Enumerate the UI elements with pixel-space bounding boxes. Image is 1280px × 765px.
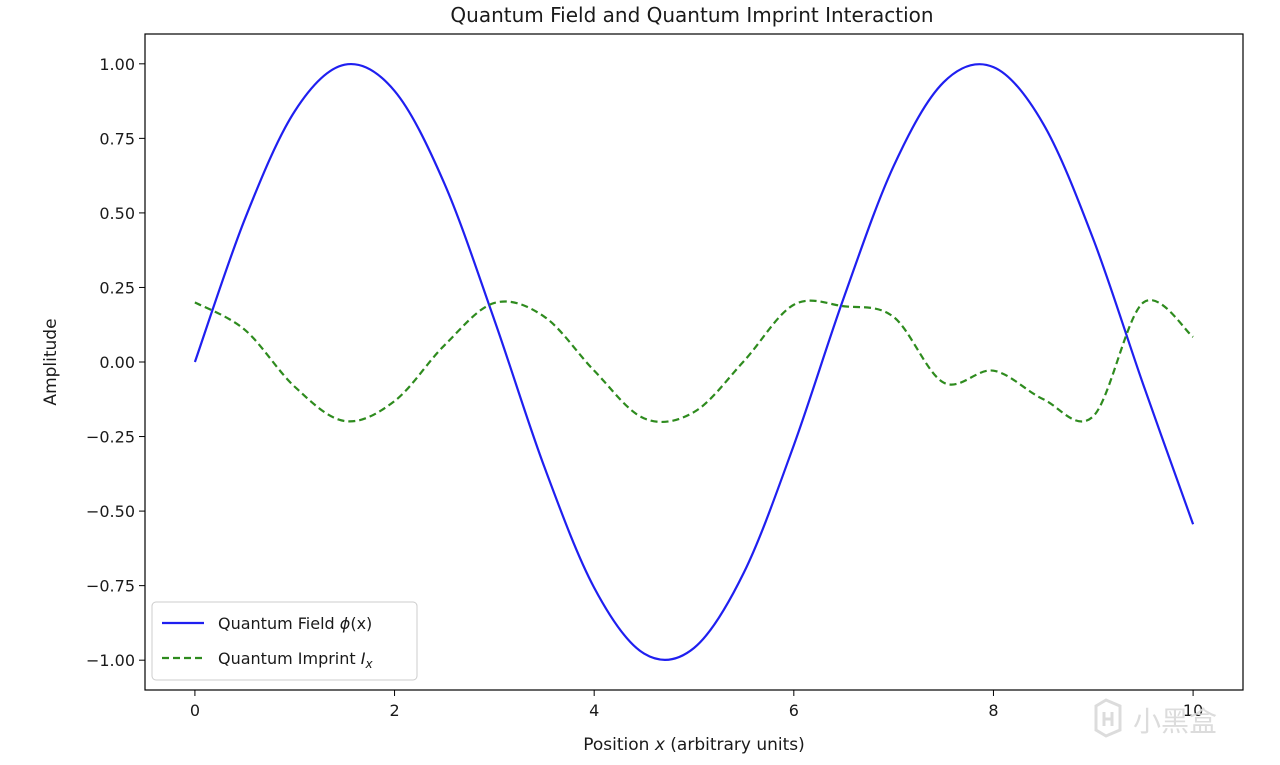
watermark-text: 小黑盒 bbox=[1133, 705, 1217, 738]
y-tick-label: −0.50 bbox=[86, 502, 135, 521]
x-axis-label-post: (arbitrary units) bbox=[665, 735, 805, 755]
y-axis: 1.00 0.75 0.50 0.25 0.00 −0.25 −0.50 −0.75 −1.00 bbox=[86, 55, 145, 670]
x-tick-label: 8 bbox=[988, 701, 998, 720]
heybox-logo-icon bbox=[1094, 698, 1122, 738]
x-axis-label-pre: Position bbox=[583, 735, 655, 755]
y-tick-label: 0.00 bbox=[99, 353, 135, 372]
legend-label-quantum-imprint: Quantum Imprint Ix bbox=[218, 649, 373, 671]
legend-label-quantum-field: Quantum Field ϕ(x) bbox=[218, 614, 372, 633]
x-tick-label: 6 bbox=[789, 701, 799, 720]
y-tick-label: 0.25 bbox=[99, 278, 135, 297]
plot-area bbox=[144, 33, 1244, 691]
legend: Quantum Field ϕ(x) Quantum Imprint Ix bbox=[151, 601, 418, 681]
x-axis-label: Position x (arbitrary units) bbox=[583, 735, 805, 755]
x-tick-label: 0 bbox=[190, 701, 200, 720]
x-axis-label-var: x bbox=[654, 735, 666, 755]
chart-title: Quantum Field and Quantum Imprint Intera… bbox=[450, 3, 933, 27]
y-tick-label: 0.75 bbox=[99, 129, 135, 148]
x-axis: 0 2 4 6 8 10 bbox=[190, 690, 1203, 720]
series-quantum-imprint-line bbox=[194, 299, 1194, 424]
y-tick-label: 1.00 bbox=[99, 55, 135, 74]
x-tick-label: 2 bbox=[389, 701, 399, 720]
y-tick-label: −0.25 bbox=[86, 428, 135, 447]
y-tick-label: −1.00 bbox=[86, 651, 135, 670]
series-quantum-field-line bbox=[193, 62, 1195, 661]
x-tick-label: 10 bbox=[1183, 701, 1203, 720]
series-layer bbox=[193, 62, 1195, 661]
x-tick-label: 4 bbox=[589, 701, 599, 720]
legend-box bbox=[151, 601, 418, 681]
y-tick-label: 0.50 bbox=[99, 204, 135, 223]
y-axis-label: Amplitude bbox=[41, 318, 61, 405]
watermark: 小黑盒 bbox=[1094, 698, 1217, 738]
y-tick-label: −0.75 bbox=[86, 577, 135, 596]
